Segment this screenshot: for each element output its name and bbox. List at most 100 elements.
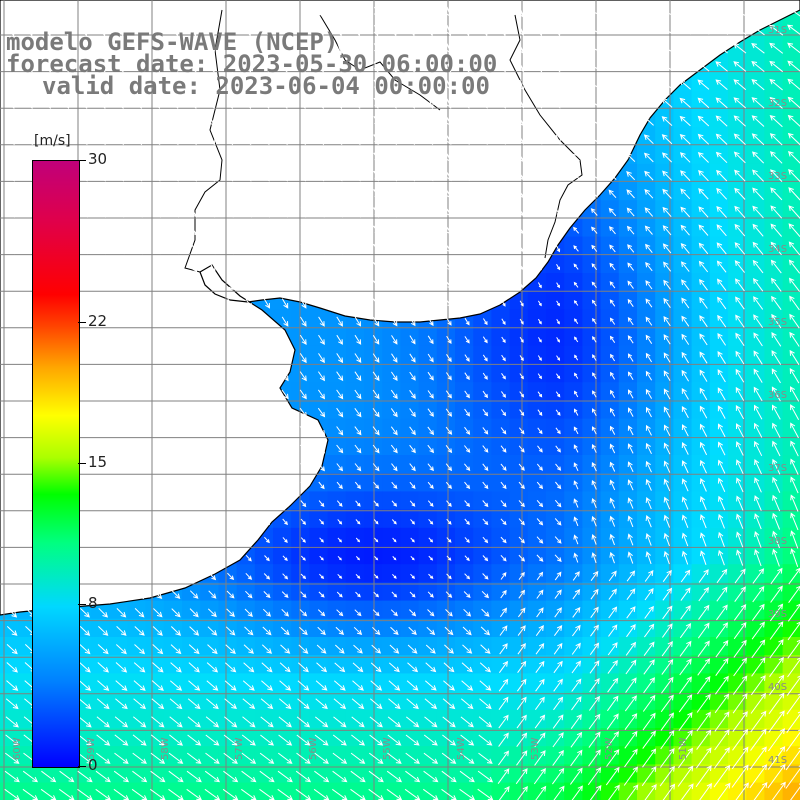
wind-speed-cell [400,582,420,602]
wind-speed-cell [691,673,711,693]
wind-speed-cell [673,582,693,602]
wind-speed-cell [728,527,747,547]
wind-speed-cell [564,254,583,274]
wind-speed-cell [709,509,729,529]
wind-speed-cell [473,327,492,347]
wind-speed-cell [546,327,565,347]
wind-speed-cell [564,564,583,583]
wind-speed-cell [691,564,711,583]
wind-speed-cell [637,691,656,711]
colorbar [32,160,80,768]
wind-speed-cell [600,673,620,693]
wind-speed-cell [364,582,383,602]
wind-speed-cell [764,655,784,674]
wind-speed-cell [291,527,310,547]
wind-speed-cell [564,600,583,620]
wind-speed-cell [455,400,474,420]
wind-speed-cell [546,309,565,329]
colorbar-tick-label: 22 [88,312,108,330]
wind-speed-cell [673,600,693,620]
wind-speed-cell [455,546,474,565]
wind-speed-cell [782,163,800,183]
wind-speed-cell [473,527,492,547]
colorbar-tick-label: 15 [88,453,108,471]
wind-speed-cell [728,400,747,420]
wind-speed-cell [309,564,329,583]
wind-speed-cell [673,309,693,329]
wind-speed-cell [455,527,474,547]
colorbar-tick-label: 30 [88,150,108,168]
wind-speed-cell [509,364,529,383]
wind-speed-cell [600,637,620,656]
wind-speed-cell [491,673,511,693]
wind-speed-cell [728,564,747,583]
wind-speed-cell [509,691,529,711]
wind-speed-cell [309,491,329,511]
wind-speed-cell [746,546,765,565]
wind-speed-cell [546,291,565,310]
wind-speed-cell [527,637,547,656]
colorbar-tick [78,604,86,605]
wind-speed-cell [345,546,365,565]
wind-speed-cell [709,400,729,420]
wind-speed-cell [728,600,747,620]
wind-speed-cell [637,673,656,693]
wind-speed-cell [509,655,529,674]
wind-speed-cell [564,309,583,329]
longitude-label: 54W [456,737,467,760]
wind-speed-cell [764,455,784,474]
wind-speed-cell [364,418,383,438]
wind-speed-cell [546,400,565,420]
wind-speed-cell [509,673,529,693]
wind-speed-cell [709,291,729,310]
latitude-label: 38S [768,536,787,547]
wind-speed-cell [582,291,602,310]
wind-speed-cell [746,600,765,620]
wind-speed-cell [600,655,620,674]
wind-speed-cell [418,364,438,383]
wind-speed-cell [673,655,693,674]
wind-speed-cell [309,546,329,565]
wind-speed-cell [327,491,347,511]
wind-speed-cell [655,655,674,674]
wind-speed-cell [782,182,800,201]
wind-speed-cell [691,345,711,365]
wind-speed-cell [782,637,800,656]
wind-speed-cell [691,364,711,383]
wind-speed-cell [746,436,765,456]
wind-speed-cell [728,345,747,365]
wind-speed-cell [309,327,329,347]
wind-speed-cell [564,291,583,310]
wind-speed-cell [473,364,492,383]
wind-speed-cell [764,382,784,401]
wind-speed-cell [691,655,711,674]
wind-speed-cell [491,600,511,620]
wind-speed-cell [491,655,511,674]
wind-speed-cell [309,400,329,420]
wind-speed-cell [637,600,656,620]
wind-speed-cell [782,582,800,602]
wind-speed-cell [728,546,747,565]
wind-speed-cell [782,473,800,492]
wind-speed-cell [691,418,711,438]
wind-speed-cell [746,327,765,347]
wind-speed-cell [491,418,511,438]
wind-speed-cell [509,382,529,401]
wind-speed-cell [782,600,800,620]
wind-speed-cell [273,564,292,583]
wind-speed-cell [345,400,365,420]
longitude-label: 52W [604,737,615,760]
longitude-label: 57W [234,737,245,760]
wind-speed-cell [746,473,765,492]
wind-speed-cell [455,382,474,401]
wind-speed-cell [345,564,365,583]
wind-speed-cell [764,673,784,693]
wind-speed-cell [673,618,693,638]
longitude-label: 53W [530,737,541,760]
wind-speed-cell [436,327,456,347]
wind-speed-cell [327,364,347,383]
wind-speed-cell [418,527,438,547]
wind-speed-cell [327,400,347,420]
wind-speed-cell [728,473,747,492]
